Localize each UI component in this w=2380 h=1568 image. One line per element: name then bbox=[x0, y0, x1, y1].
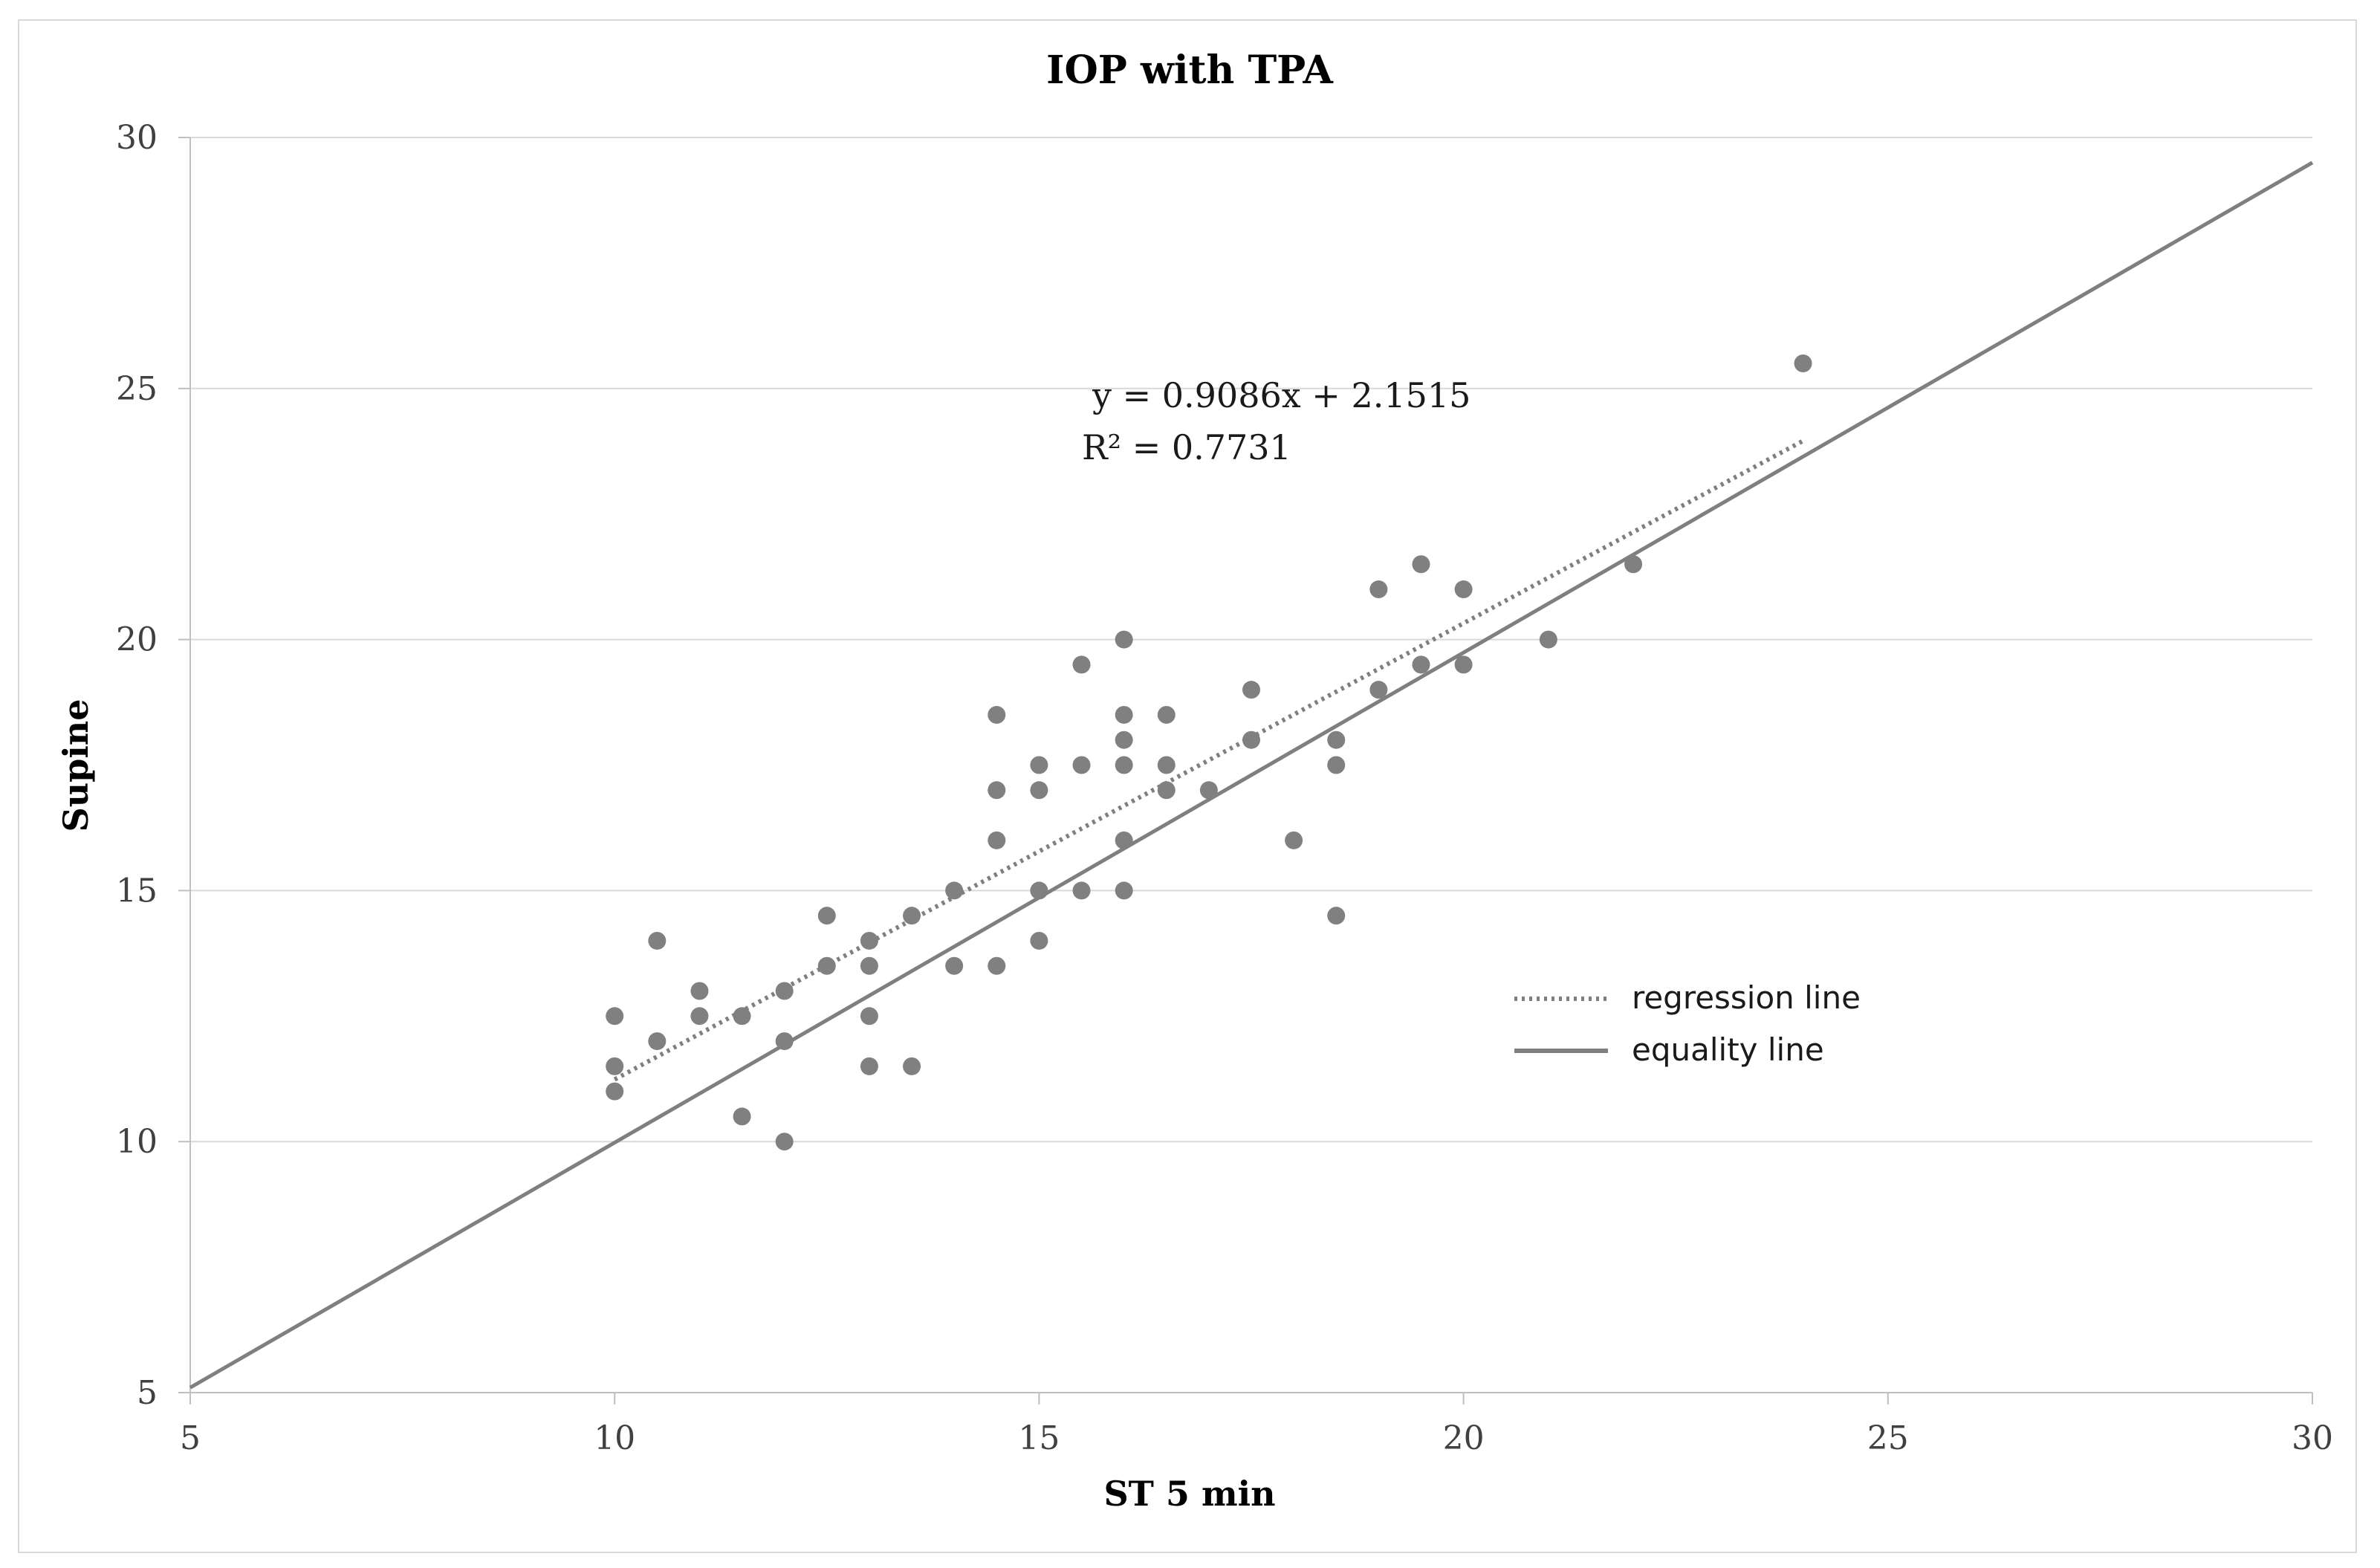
y-tick-label-30: 30 bbox=[116, 119, 158, 157]
data-point-15 bbox=[860, 956, 878, 975]
data-point-46 bbox=[1327, 730, 1346, 749]
data-point-20 bbox=[945, 881, 964, 900]
y-tick-label-20: 20 bbox=[116, 621, 158, 659]
y-axis-title: Supine bbox=[56, 699, 96, 832]
x-tick-label-25: 25 bbox=[1867, 1419, 1909, 1457]
data-point-42 bbox=[1199, 781, 1218, 800]
data-point-27 bbox=[1030, 781, 1048, 800]
data-point-51 bbox=[1412, 555, 1430, 574]
data-point-19 bbox=[903, 1057, 921, 1075]
data-points bbox=[606, 354, 1812, 1151]
data-point-21 bbox=[945, 956, 964, 975]
tick-labels: 5 10 15 20 25 30 5 10 15 20 25 30 bbox=[116, 119, 2333, 1457]
data-point-8 bbox=[733, 1107, 751, 1126]
data-point-17 bbox=[860, 1057, 878, 1075]
data-point-23 bbox=[988, 781, 1006, 800]
y-tick-label-10: 10 bbox=[116, 1123, 158, 1161]
y-tick-label-25: 25 bbox=[116, 370, 158, 408]
data-point-4 bbox=[648, 1032, 667, 1051]
chart-title: IOP with TPA bbox=[1046, 48, 1333, 93]
data-point-50 bbox=[1369, 681, 1388, 699]
legend-equality-label: equality line bbox=[1632, 1031, 1824, 1068]
x-tick-label-10: 10 bbox=[594, 1419, 635, 1457]
data-point-1 bbox=[606, 1057, 624, 1075]
data-point-5 bbox=[690, 982, 709, 1000]
regression-equation: y = 0.9086x + 2.1515 bbox=[1092, 375, 1471, 415]
data-point-38 bbox=[1115, 881, 1133, 900]
data-point-57 bbox=[1794, 354, 1812, 373]
data-point-44 bbox=[1242, 730, 1260, 749]
data-point-11 bbox=[775, 1133, 794, 1151]
data-point-31 bbox=[1072, 756, 1091, 774]
data-point-18 bbox=[903, 907, 921, 925]
legend-regression-label: regression line bbox=[1632, 979, 1861, 1016]
x-tick-label-5: 5 bbox=[180, 1419, 201, 1457]
data-point-2 bbox=[606, 1082, 624, 1101]
grid-lines bbox=[190, 137, 2312, 1143]
data-point-37 bbox=[1115, 831, 1133, 849]
data-point-0 bbox=[606, 1007, 624, 1026]
data-point-45 bbox=[1285, 831, 1303, 849]
r-squared-label: R² = 0.7731 bbox=[1082, 427, 1291, 467]
data-point-14 bbox=[860, 931, 878, 950]
data-point-39 bbox=[1157, 705, 1176, 724]
data-point-43 bbox=[1242, 681, 1260, 699]
chart-frame bbox=[18, 19, 2357, 1553]
y-tick-label-5: 5 bbox=[137, 1374, 158, 1412]
x-tick-label-30: 30 bbox=[2292, 1419, 2333, 1457]
axes bbox=[178, 137, 2313, 1405]
data-point-16 bbox=[860, 1007, 878, 1026]
data-point-10 bbox=[775, 1032, 794, 1051]
regression-line bbox=[613, 438, 1804, 1082]
data-point-41 bbox=[1157, 781, 1176, 800]
data-point-47 bbox=[1327, 756, 1346, 774]
data-point-25 bbox=[988, 956, 1006, 975]
x-tick-label-15: 15 bbox=[1018, 1419, 1060, 1457]
data-point-32 bbox=[1072, 881, 1091, 900]
data-point-30 bbox=[1072, 655, 1091, 674]
x-axis-title: ST 5 min bbox=[1103, 1474, 1275, 1514]
trend-lines bbox=[189, 161, 2314, 1390]
data-point-36 bbox=[1115, 756, 1133, 774]
data-point-13 bbox=[817, 956, 836, 975]
legend: regression line equality line bbox=[1514, 979, 1861, 1068]
equality-line bbox=[189, 161, 2314, 1390]
x-tick-label-20: 20 bbox=[1443, 1419, 1485, 1457]
data-point-34 bbox=[1115, 705, 1133, 724]
data-point-40 bbox=[1157, 756, 1176, 774]
data-point-7 bbox=[733, 1007, 751, 1026]
data-point-33 bbox=[1115, 630, 1133, 649]
data-point-22 bbox=[988, 705, 1006, 724]
data-point-9 bbox=[775, 982, 794, 1000]
data-point-54 bbox=[1454, 655, 1473, 674]
data-point-26 bbox=[1030, 756, 1048, 774]
data-point-12 bbox=[817, 907, 836, 925]
data-point-53 bbox=[1454, 580, 1473, 599]
data-point-3 bbox=[648, 931, 667, 950]
data-point-35 bbox=[1115, 730, 1133, 749]
data-point-52 bbox=[1412, 655, 1430, 674]
data-point-55 bbox=[1539, 630, 1557, 649]
data-point-49 bbox=[1369, 580, 1388, 599]
data-point-29 bbox=[1030, 931, 1048, 950]
data-point-28 bbox=[1030, 881, 1048, 900]
data-point-48 bbox=[1327, 907, 1346, 925]
y-tick-label-15: 15 bbox=[116, 872, 158, 910]
data-point-6 bbox=[690, 1007, 709, 1026]
data-point-24 bbox=[988, 831, 1006, 849]
data-point-56 bbox=[1624, 555, 1643, 574]
